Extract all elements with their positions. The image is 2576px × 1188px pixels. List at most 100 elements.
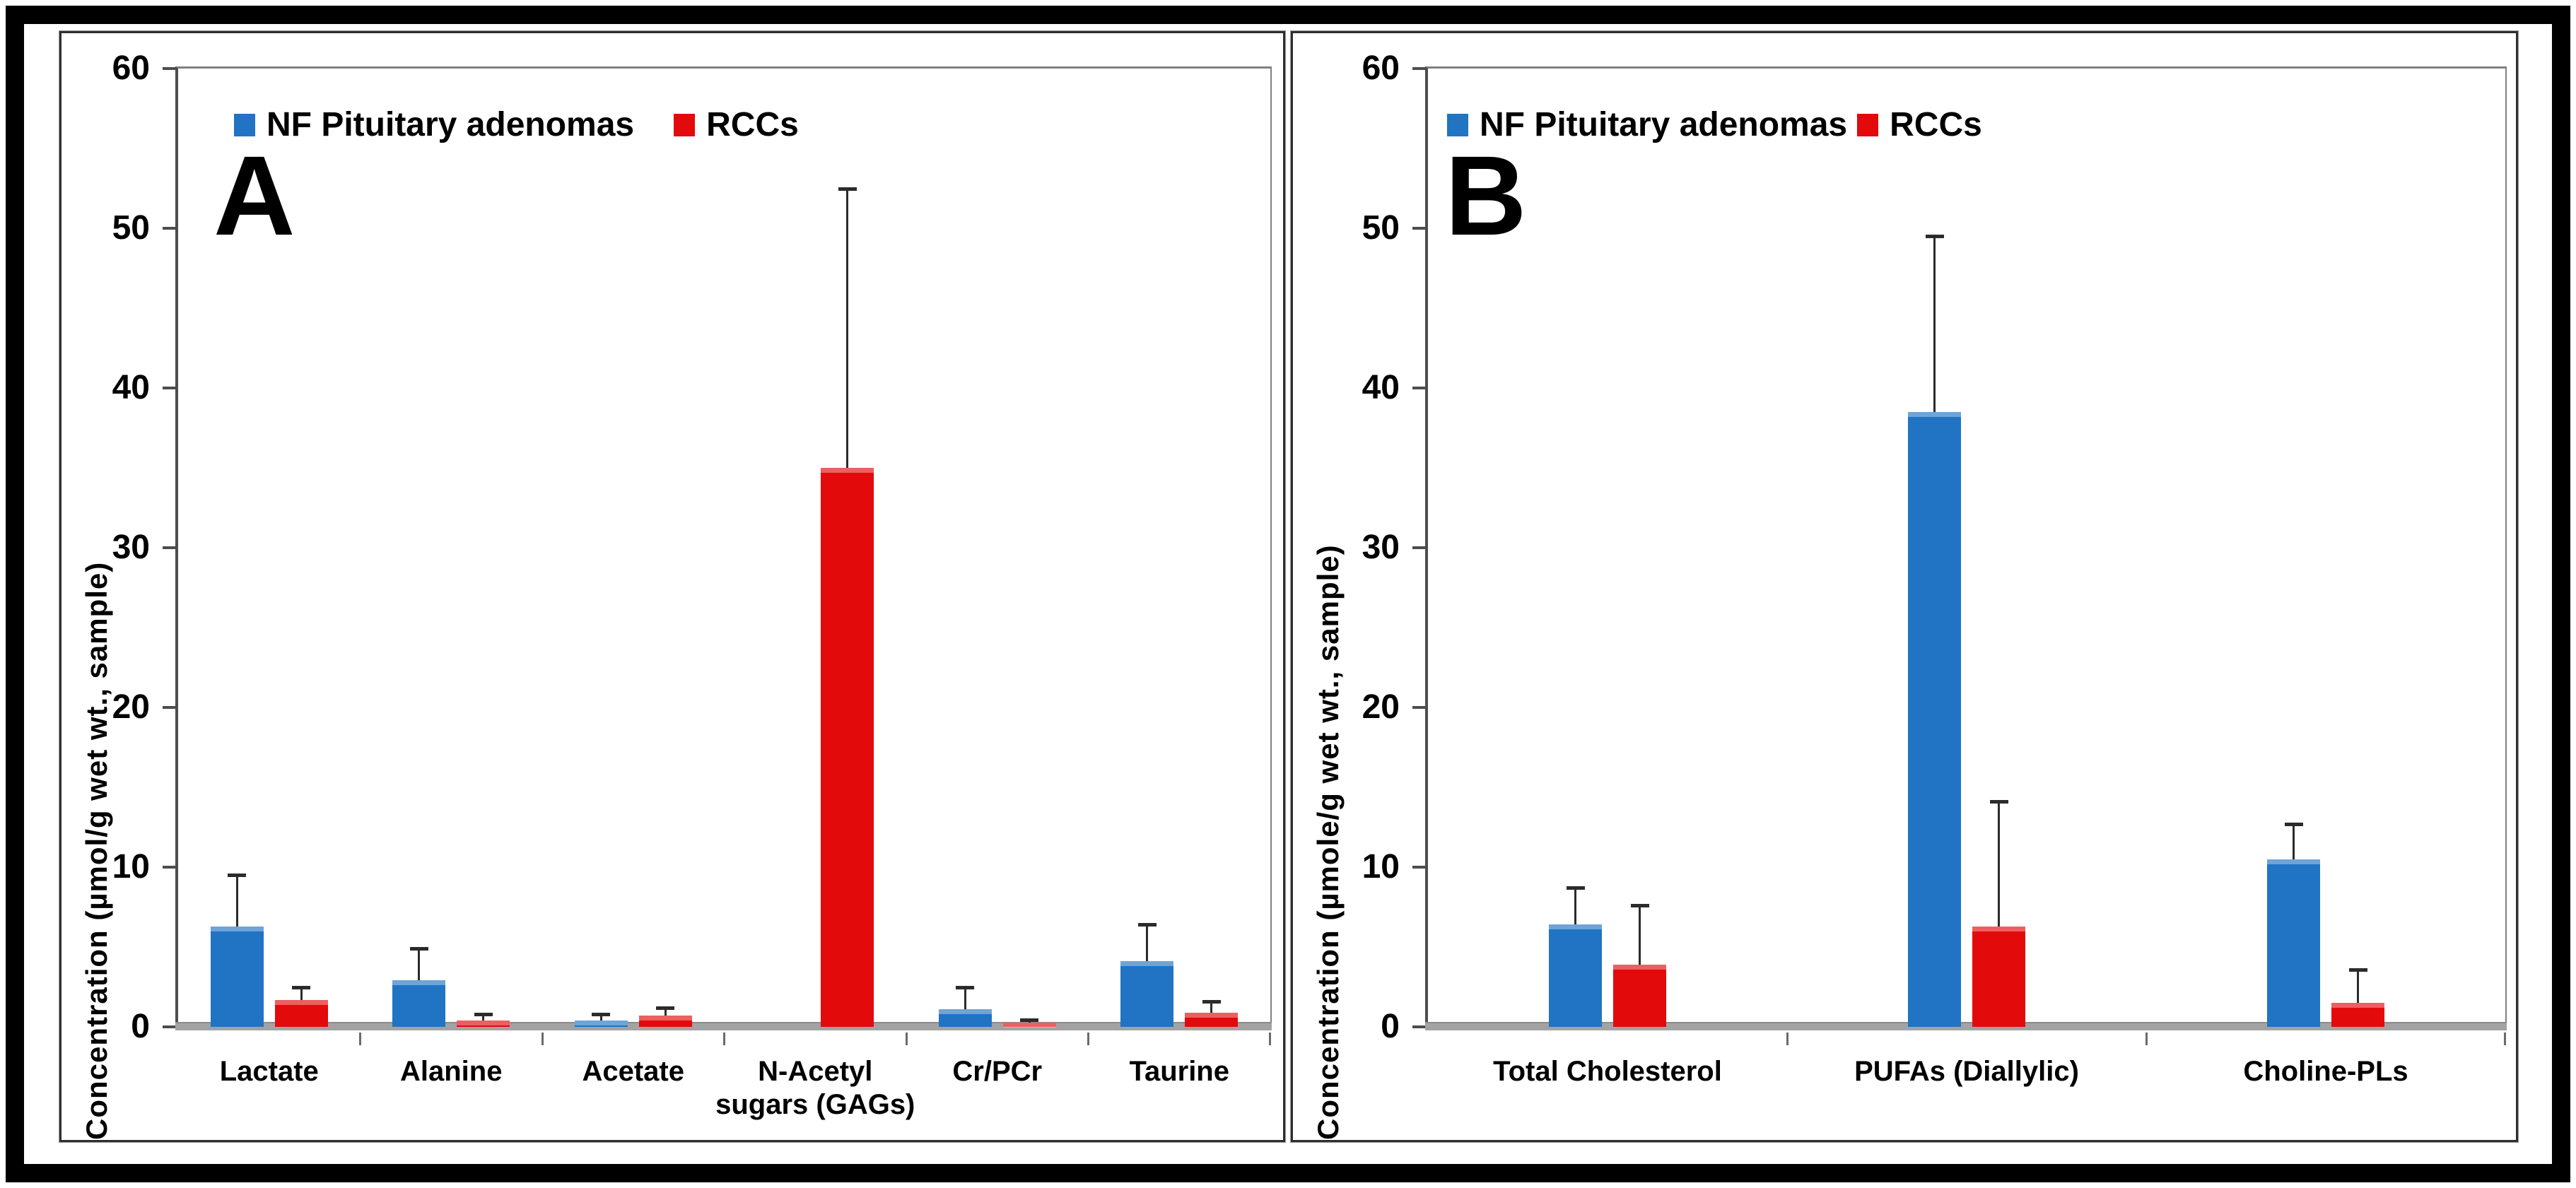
category-label: Alanine [400, 1056, 503, 1087]
legend-label-nf: NF Pituitary adenomas [267, 106, 635, 143]
error-bar-cap [592, 1012, 611, 1016]
error-bar-cap [656, 1006, 675, 1010]
error-bar [300, 987, 303, 1000]
error-bar [599, 1013, 602, 1021]
bar-rcc-2 [638, 1016, 692, 1027]
bar-nf-1 [392, 980, 446, 1027]
error-bar-cap [956, 985, 975, 989]
bar-nf-5 [1120, 961, 1174, 1027]
y-axis-tick [1412, 706, 1425, 709]
error-bar [1574, 888, 1576, 925]
panel-b-plot-area: 0 10 20 30 40 50 60 Total Cholesterol PUFAs (Dia… [1362, 52, 2507, 1087]
x-axis-tick [1269, 1033, 1271, 1045]
x-axis-tick [2504, 1033, 2506, 1045]
error-bar-cap [474, 1012, 493, 1016]
y-axis-tick-label: 0 [131, 1008, 150, 1045]
y-axis-tick-label: 30 [1362, 529, 1400, 566]
error-bar-cap [1925, 235, 1944, 239]
bar-rcc-5 [1185, 1012, 1239, 1027]
error-bar [1146, 924, 1149, 962]
panel-a-y-axis-title: Concentration (µmol/g wet wt., sample) [80, 561, 113, 1140]
x-axis-tick [2145, 1033, 2148, 1045]
legend-b: NF Pituitary adenomas RCCs [1447, 105, 1982, 144]
y-axis-tick [1412, 866, 1425, 869]
category-label: PUFAs (Diallylic) [1854, 1056, 2079, 1087]
legend-swatch-red-icon [674, 113, 696, 136]
legend-label-rcc: RCCs [706, 106, 799, 143]
panel-b-y-axis-title: Concentration (µmole/g wet wt., sample) [1311, 544, 1345, 1140]
error-bar-cap [1020, 1018, 1039, 1022]
panel-b: NF Pituitary adenomas RCCs B Concentrati… [1291, 31, 2518, 1142]
x-axis-tick [1786, 1033, 1788, 1045]
y-axis-tick [163, 227, 175, 230]
error-bar [964, 987, 966, 1010]
legend-swatch-red-icon [1857, 113, 1879, 136]
y-axis-tick [163, 1025, 175, 1028]
bar-nf-2 [574, 1020, 628, 1027]
y-axis-tick-label: 50 [1362, 209, 1400, 247]
y-axis-tick-label: 10 [1362, 848, 1400, 886]
error-bar [1933, 236, 1936, 412]
bar-nf-1 [1908, 411, 1961, 1027]
error-bar [664, 1007, 667, 1016]
y-axis-tick [1412, 67, 1425, 70]
error-bar-cap [2284, 822, 2303, 826]
panel-b-x-axis-baseline [1425, 1022, 2507, 1030]
error-bar-cap [1566, 886, 1585, 890]
y-axis-tick [1412, 1025, 1425, 1028]
y-axis-tick-label: 10 [112, 848, 150, 886]
x-axis-tick [905, 1033, 908, 1045]
x-axis-tick [723, 1033, 725, 1045]
bar-nf-4 [938, 1009, 992, 1027]
error-bar-cap [2348, 968, 2367, 972]
error-bar-cap [1137, 923, 1157, 927]
bar-rcc-0 [1613, 964, 1666, 1027]
bar-rcc-1 [457, 1020, 510, 1027]
bar-rcc-2 [2331, 1003, 2384, 1027]
category-label: Taurine [1129, 1056, 1229, 1087]
y-axis-tick-label: 60 [1362, 49, 1400, 87]
category-label: N-Acetyl sugars (GAGs) [715, 1056, 915, 1121]
error-bar-cap [228, 874, 247, 878]
error-bar-cap [1989, 800, 2008, 804]
error-bar [235, 875, 238, 927]
bar-rcc-1 [1972, 926, 2025, 1027]
error-bar-cap [1202, 999, 1221, 1004]
error-bar-cap [409, 947, 428, 951]
error-bar [2293, 823, 2295, 859]
category-label: Total Cholesterol [1493, 1056, 1722, 1087]
bar-rcc-4 [1002, 1023, 1056, 1028]
y-axis-tick [163, 866, 175, 869]
y-axis-tick [1412, 387, 1425, 389]
legend-a: NF Pituitary adenomas RCCs [234, 105, 799, 144]
error-bar [1210, 1001, 1213, 1013]
category-label: Lactate [219, 1056, 319, 1087]
y-axis-tick [163, 67, 175, 70]
y-axis-tick-label: 40 [1362, 369, 1400, 406]
error-bar [846, 188, 849, 468]
y-axis-tick-label: 0 [1381, 1008, 1400, 1045]
error-bar [1639, 905, 1641, 965]
y-axis-tick [1412, 546, 1425, 549]
legend-label-rcc: RCCs [1890, 106, 1982, 143]
panel-a-letter: A [213, 132, 295, 259]
y-axis-tick-label: 60 [112, 49, 150, 87]
category-label: Cr/PCr [952, 1056, 1043, 1087]
y-axis-tick-label: 20 [112, 688, 150, 726]
legend-label-nf: NF Pituitary adenomas [1480, 106, 1848, 143]
error-bar-cap [292, 985, 311, 989]
panel-a-x-axis-baseline [175, 1022, 1272, 1030]
bar-rcc-0 [274, 999, 328, 1027]
error-bar [1998, 801, 2000, 927]
y-axis-tick-label: 40 [112, 369, 150, 406]
error-bar-cap [1630, 904, 1649, 908]
bar-nf-0 [210, 926, 264, 1027]
error-bar-cap [838, 187, 857, 191]
y-axis-tick [163, 706, 175, 709]
y-axis-tick [1412, 227, 1425, 230]
outer-frame: NF Pituitary adenomas RCCs A Concentrati… [6, 6, 2570, 1182]
y-axis-tick-label: 20 [1362, 688, 1400, 726]
category-label: Choline-PLs [2243, 1056, 2408, 1087]
bar-nf-2 [2267, 859, 2320, 1027]
